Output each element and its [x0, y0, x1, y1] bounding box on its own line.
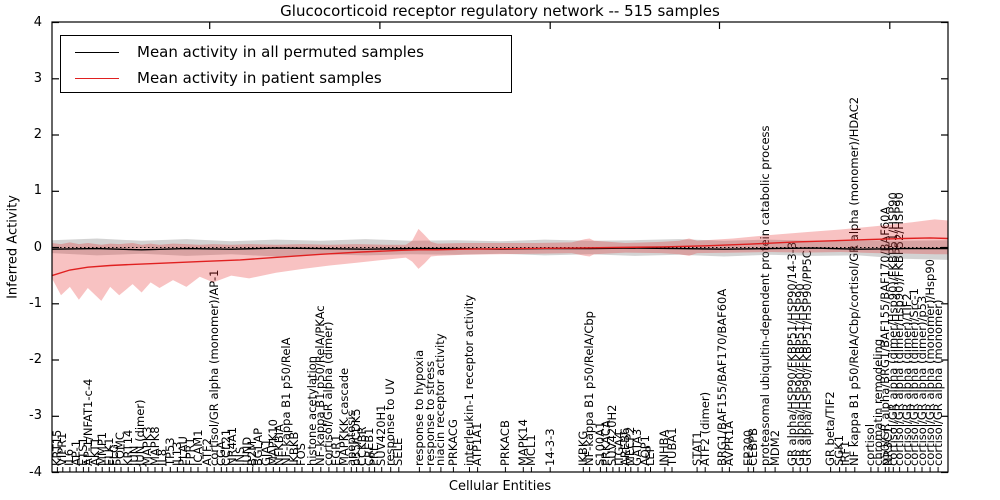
legend-entry-permuted: Mean activity in all permuted samples — [61, 40, 424, 64]
y-tick-label: -3 — [29, 408, 42, 424]
legend-label: Mean activity in patient samples — [137, 69, 382, 87]
legend: Mean activity in all permuted samples Me… — [60, 35, 512, 93]
entity-tick-label: proteasomal ubiquitin-dependent protein … — [757, 125, 772, 466]
entity-tick-label: TUBA1 — [664, 427, 679, 466]
chart-title: Glucocorticoid receptor regulatory netwo… — [280, 2, 720, 20]
y-tick-label: -1 — [29, 295, 42, 311]
legend-entry-patient: Mean activity in patient samples — [61, 66, 382, 90]
y-tick-label: 0 — [33, 239, 42, 255]
permuted-line-sample — [75, 51, 119, 53]
y-tick-label: 2 — [33, 127, 42, 142]
entity-tick-label: NF kappa B1 p50/RelA/Cbp/cortisol/GR alp… — [847, 96, 862, 466]
y-tick-label: 3 — [33, 70, 42, 86]
entity-tick-label: 14-3-3 — [542, 428, 557, 466]
entity-tick-label: MDM2 — [767, 429, 782, 466]
entity-tick-label: PRKACB — [497, 420, 512, 466]
entity-tick-label: LEP — [643, 445, 658, 466]
entity-tick-label: cortisol/GR alpha (monomer) — [930, 299, 945, 466]
entity-tick-label: ATF2 (dimer) — [697, 391, 712, 466]
entity-tick-label: MCL1 — [523, 434, 538, 466]
y-tick-label: -4 — [29, 464, 42, 480]
entity-tick-label: AVPR1A — [721, 420, 736, 466]
legend-label: Mean activity in all permuted samples — [137, 43, 424, 61]
entity-tick-label: niacin receptor activity — [433, 333, 448, 466]
y-tick-label: 4 — [33, 14, 42, 30]
entity-tick-label: SELE — [391, 437, 406, 466]
x-axis-label: Cellular Entities — [448, 479, 552, 494]
entity-tick-label: GR alpha/HSP90/FKBP51/HSP90/PP5C — [799, 250, 814, 466]
y-tick-label: -2 — [29, 352, 42, 367]
entity-tick-label: ATP1A1 — [470, 422, 485, 466]
entity-tick-label: PRKACG — [445, 419, 460, 466]
patient-line-sample — [75, 77, 119, 79]
y-tick-label: 1 — [33, 183, 42, 199]
